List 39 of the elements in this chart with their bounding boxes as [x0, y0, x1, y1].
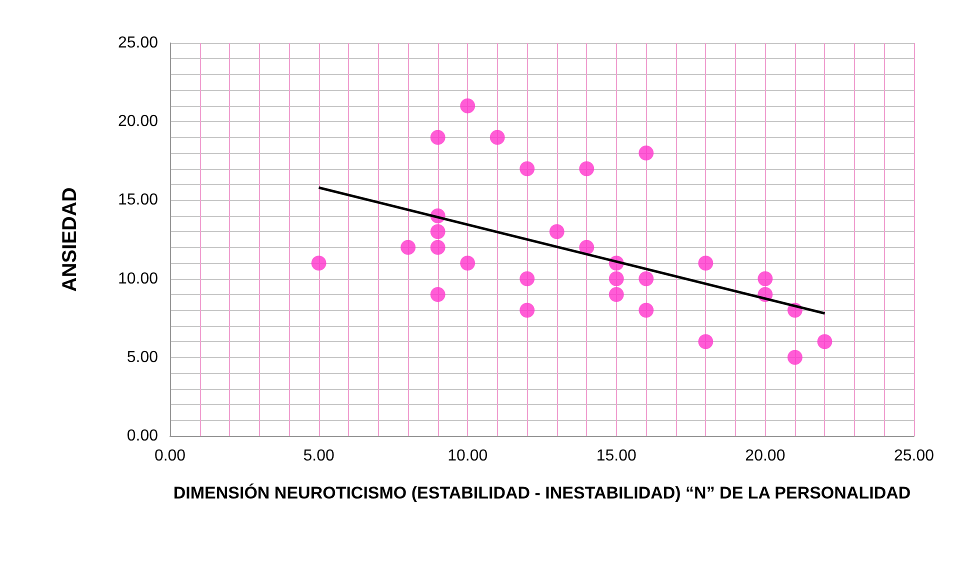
point — [520, 271, 535, 286]
y-tick-label: 0.00 — [126, 428, 158, 444]
point — [698, 334, 714, 350]
y-tick-label: 25.00 — [118, 34, 158, 52]
point — [520, 302, 535, 318]
x-tick-label: 25.00 — [894, 448, 934, 464]
point — [400, 240, 416, 255]
x-tick-label: 5.00 — [303, 448, 334, 464]
point — [608, 271, 624, 286]
point — [579, 240, 594, 255]
y-tick-label: 10.00 — [118, 270, 158, 288]
y-axis-title: ANSIEDAD — [59, 187, 81, 292]
point — [787, 350, 802, 365]
point — [490, 130, 505, 145]
point — [579, 161, 594, 176]
point — [430, 240, 446, 255]
x-tick-label: 15.00 — [596, 448, 637, 464]
y-tick-label: 5.00 — [126, 348, 158, 366]
point — [608, 287, 624, 302]
point — [698, 256, 714, 271]
point — [430, 287, 446, 302]
point — [430, 224, 446, 240]
point — [549, 224, 564, 240]
x-tick-label: 0.00 — [154, 448, 186, 464]
y-tick-label: 20.00 — [118, 113, 158, 130]
point — [311, 256, 326, 271]
point — [638, 271, 654, 286]
point — [638, 302, 654, 318]
point — [430, 130, 446, 145]
x-tick-label: 20.00 — [745, 448, 786, 464]
point — [638, 146, 654, 161]
point — [460, 98, 476, 114]
point — [520, 161, 535, 176]
x-axis-title: DIMENSIÓN NEUROTICISMO (ESTABILIDAD - INESTABILIDAD) “N” DE LA PERSONALIDAD — [173, 482, 911, 502]
point — [460, 256, 476, 271]
point — [758, 271, 773, 286]
x-tick-label: 10.00 — [448, 448, 488, 464]
y-tick-label: 15.00 — [118, 192, 158, 209]
point — [817, 334, 832, 350]
